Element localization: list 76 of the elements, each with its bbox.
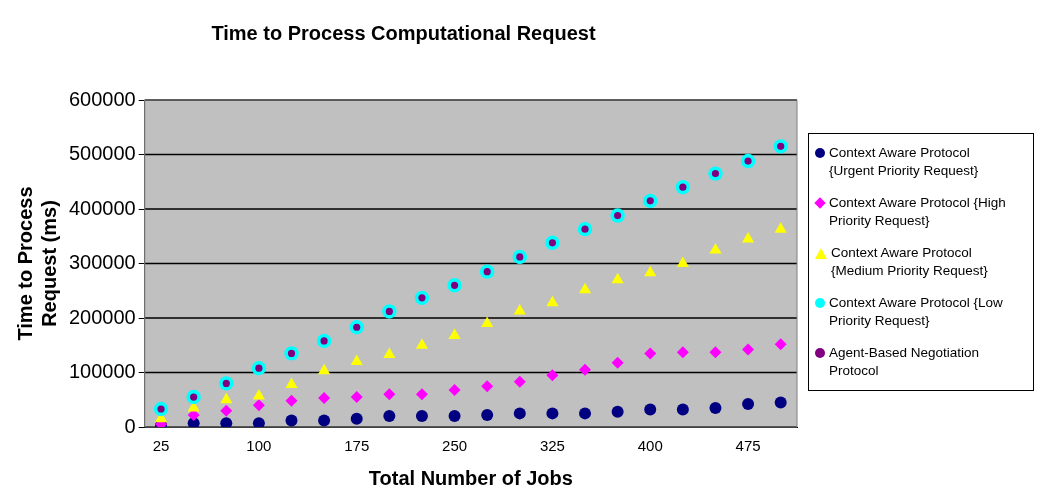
point <box>252 417 265 427</box>
point <box>579 407 592 420</box>
point <box>318 363 331 375</box>
point <box>350 391 363 404</box>
x-tick-label: 100 <box>246 437 272 455</box>
point <box>546 369 559 382</box>
point <box>546 295 559 307</box>
point <box>774 396 787 409</box>
point <box>611 356 624 369</box>
y-tick-label: 400000 <box>68 196 136 219</box>
point <box>742 343 755 356</box>
point <box>448 328 461 339</box>
point <box>513 407 526 420</box>
x-tick-label: 25 <box>152 437 170 455</box>
point <box>285 394 298 407</box>
x-tick-label: 475 <box>735 437 761 455</box>
point <box>481 409 494 422</box>
point <box>220 417 233 427</box>
point <box>383 410 396 423</box>
point <box>318 392 331 405</box>
y-tick-label: 0 <box>124 414 136 437</box>
point <box>350 412 363 425</box>
x-tick-label: 400 <box>637 437 663 455</box>
x-tick-label: 175 <box>344 437 370 455</box>
y-tick-label: 100000 <box>68 360 136 383</box>
point <box>644 265 657 277</box>
point <box>285 377 298 388</box>
legend-label: Context Aware Protocol {Low Priority Request} <box>829 294 1004 330</box>
x-tick-label: 325 <box>539 437 565 455</box>
legend-label: Context Aware Protocol {Urgent Priority Request} <box>829 144 980 180</box>
point <box>220 392 233 404</box>
y-axis-title: Time to Process Request (ms) <box>13 186 60 341</box>
point <box>513 375 526 388</box>
point <box>742 398 755 411</box>
point <box>742 231 755 243</box>
point <box>481 380 494 393</box>
point <box>252 388 265 400</box>
point <box>676 256 689 267</box>
point <box>611 405 624 418</box>
point <box>513 303 526 315</box>
legend-label: Context Aware Protocol {Medium Priority Request} <box>831 244 989 280</box>
point <box>611 272 624 284</box>
point <box>774 338 787 351</box>
y-tick-label: 200000 <box>68 305 136 328</box>
legend-label: Context Aware Protocol {High Priority Request} <box>829 194 1007 230</box>
point <box>383 388 396 401</box>
x-tick-label: 250 <box>442 437 468 455</box>
y-tick-label: 300000 <box>68 251 136 274</box>
point <box>546 407 559 420</box>
point <box>774 222 787 233</box>
point <box>383 347 396 359</box>
y-tick-label: 500000 <box>68 142 136 165</box>
point <box>318 414 331 427</box>
point <box>415 338 429 349</box>
point <box>448 410 461 423</box>
point <box>676 403 689 416</box>
point <box>285 414 298 427</box>
point <box>481 316 494 327</box>
point <box>350 354 363 366</box>
point <box>415 410 428 423</box>
point <box>644 403 657 416</box>
point <box>579 363 592 376</box>
point <box>220 404 233 417</box>
chart-title: Time to Process Computational Request <box>211 21 596 44</box>
point <box>448 383 461 396</box>
point <box>709 242 722 254</box>
point <box>676 346 689 359</box>
point <box>578 282 592 294</box>
point <box>415 388 428 401</box>
point <box>709 401 722 414</box>
point <box>252 399 265 412</box>
point <box>709 346 722 359</box>
y-tick-label: 600000 <box>68 87 136 110</box>
point <box>644 347 657 360</box>
x-axis-title: Total Number of Jobs <box>368 466 573 489</box>
legend-label: Agent-Based Negotiation Protocol <box>829 344 981 380</box>
